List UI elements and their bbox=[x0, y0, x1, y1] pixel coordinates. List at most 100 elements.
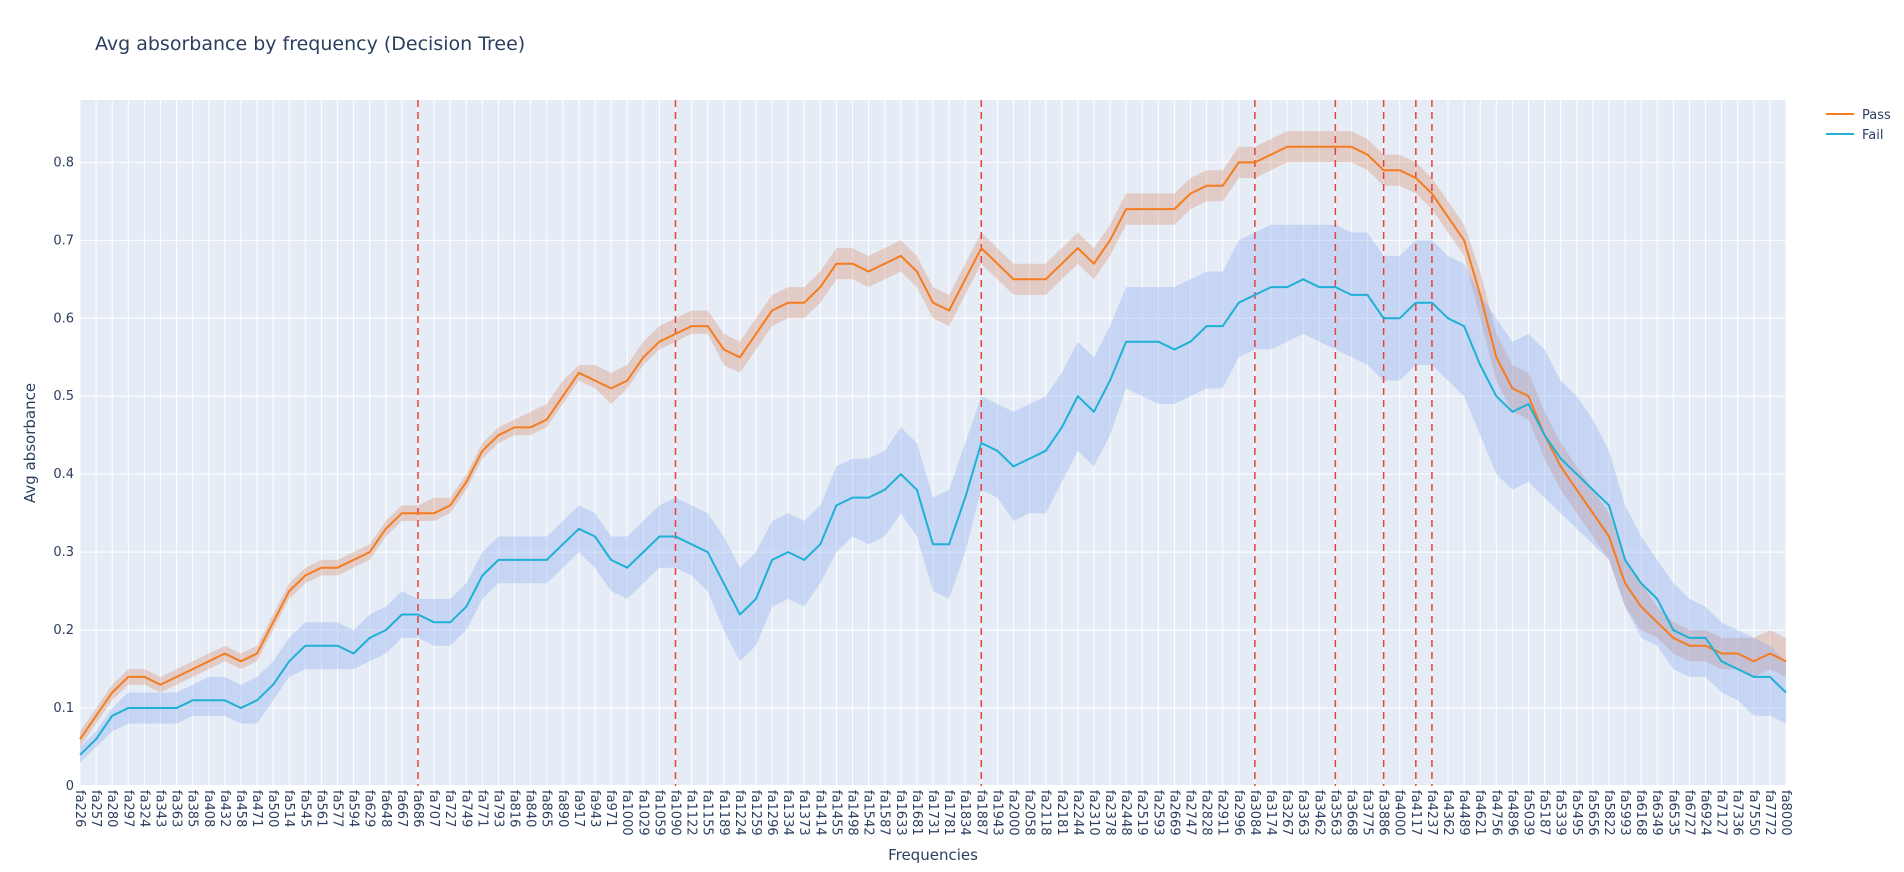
series-line-pass bbox=[79, 145, 1787, 740]
x-tick-label: fa1259 bbox=[748, 790, 763, 836]
series-line-fail bbox=[79, 278, 1787, 756]
legend-label: Fail bbox=[1862, 128, 1883, 143]
x-tick-label: fa3174 bbox=[1263, 790, 1278, 836]
x-tick-label: fa5656 bbox=[1585, 790, 1600, 836]
x-tick-label: fa2669 bbox=[1166, 790, 1181, 836]
x-tick-label: fa545 bbox=[297, 790, 312, 827]
legend-item-fail[interactable]: Fail bbox=[1826, 128, 1883, 143]
x-tick-label: fa2911 bbox=[1215, 790, 1230, 836]
x-tick-label: fa2244 bbox=[1070, 790, 1085, 836]
x-tick-label: fa793 bbox=[490, 790, 505, 827]
x-tick-label: fa7550 bbox=[1746, 790, 1761, 836]
x-tick-label: fa4896 bbox=[1504, 790, 1519, 836]
x-tick-label: fa1224 bbox=[732, 790, 747, 836]
x-tick-label: fa1731 bbox=[925, 790, 940, 836]
x-tick-label: fa2310 bbox=[1086, 790, 1101, 836]
x-tick-label: fa1414 bbox=[812, 790, 827, 836]
x-tick-label: fa4000 bbox=[1392, 790, 1407, 836]
x-axis-ticks: fa226 fa257 fa280 fa297 fa324 fa343 fa363 fa385… bbox=[72, 790, 1793, 836]
x-tick-label: fa4117 bbox=[1408, 790, 1423, 836]
x-tick-label: fa686 bbox=[410, 790, 425, 827]
x-tick-label: fa890 bbox=[555, 790, 570, 827]
x-tick-label: fa385 bbox=[185, 790, 200, 827]
x-tick-label: fa771 bbox=[474, 790, 489, 827]
legend-item-pass[interactable]: Pass bbox=[1826, 108, 1891, 123]
x-tick-label: fa3363 bbox=[1295, 790, 1310, 836]
x-tick-label: fa324 bbox=[136, 790, 151, 827]
y-tick-label: 0.2 bbox=[53, 623, 74, 638]
x-tick-label: fa2058 bbox=[1022, 790, 1037, 836]
x-tick-label: fa1155 bbox=[700, 790, 715, 836]
x-tick-label: fa6924 bbox=[1698, 790, 1713, 836]
y-tick-label: 0.5 bbox=[53, 389, 74, 404]
x-tick-label: fa4362 bbox=[1440, 790, 1455, 836]
x-tick-label: fa8000 bbox=[1778, 790, 1793, 836]
x-tick-label: fa5822 bbox=[1601, 790, 1616, 836]
x-tick-label: fa1029 bbox=[635, 790, 650, 836]
x-tick-label: fa6535 bbox=[1665, 790, 1680, 836]
x-tick-label: fa917 bbox=[571, 790, 586, 827]
x-tick-label: fa5039 bbox=[1520, 790, 1535, 836]
x-tick-label: fa226 bbox=[72, 790, 87, 827]
x-tick-label: fa1059 bbox=[651, 790, 666, 836]
x-tick-label: fa971 bbox=[603, 790, 618, 827]
x-tick-label: fa297 bbox=[120, 790, 135, 827]
x-tick-label: fa1887 bbox=[973, 790, 988, 836]
x-tick-label: fa458 bbox=[233, 790, 248, 827]
x-tick-label: fa4621 bbox=[1472, 790, 1487, 836]
gridlines bbox=[79, 100, 1787, 787]
y-tick-label: 0.4 bbox=[53, 467, 74, 482]
x-axis-title: Frequencies bbox=[888, 846, 978, 864]
x-tick-label: fa840 bbox=[523, 790, 538, 827]
x-tick-label: fa629 bbox=[362, 790, 377, 827]
x-tick-label: fa2448 bbox=[1118, 790, 1133, 836]
x-tick-label: fa2000 bbox=[1005, 790, 1020, 836]
y-axis-title: Avg absorbance bbox=[21, 383, 39, 503]
legend[interactable]: Pass Fail bbox=[1826, 108, 1891, 143]
x-tick-label: fa667 bbox=[394, 790, 409, 827]
x-tick-label: fa6727 bbox=[1681, 790, 1696, 836]
x-tick-label: fa1296 bbox=[764, 790, 779, 836]
x-tick-label: fa432 bbox=[217, 790, 232, 827]
x-tick-label: fa1498 bbox=[845, 790, 860, 836]
x-tick-label: fa1834 bbox=[957, 790, 972, 836]
x-tick-label: fa7336 bbox=[1730, 790, 1745, 836]
legend-label: Pass bbox=[1862, 108, 1891, 123]
x-tick-label: fa3775 bbox=[1360, 790, 1375, 836]
x-tick-label: fa1943 bbox=[989, 790, 1004, 836]
x-tick-label: fa816 bbox=[507, 790, 522, 827]
x-tick-label: fa727 bbox=[442, 790, 457, 827]
chart-title: Avg absorbance by frequency (Decision Tr… bbox=[95, 33, 525, 55]
x-tick-label: fa865 bbox=[539, 790, 554, 827]
y-tick-label: 0.6 bbox=[53, 311, 74, 326]
x-tick-label: fa1090 bbox=[667, 790, 682, 836]
x-tick-label: fa363 bbox=[169, 790, 184, 827]
x-tick-label: fa514 bbox=[281, 790, 296, 827]
y-tick-label: 0.3 bbox=[53, 545, 74, 560]
x-tick-label: fa1373 bbox=[796, 790, 811, 836]
x-tick-label: fa1681 bbox=[909, 790, 924, 836]
x-tick-label: fa648 bbox=[378, 790, 393, 827]
x-tick-label: fa3886 bbox=[1376, 790, 1391, 836]
confidence-band-fail bbox=[80, 224, 1786, 763]
series-lines bbox=[79, 145, 1787, 756]
x-tick-label: fa257 bbox=[88, 790, 103, 827]
x-tick-label: fa280 bbox=[104, 790, 119, 827]
x-tick-label: fa5339 bbox=[1553, 790, 1568, 836]
x-tick-label: fa2378 bbox=[1102, 790, 1117, 836]
x-tick-label: fa943 bbox=[587, 790, 602, 827]
confidence-bands bbox=[80, 131, 1786, 763]
x-tick-label: fa749 bbox=[458, 790, 473, 827]
x-tick-label: fa408 bbox=[201, 790, 216, 827]
x-tick-label: fa2747 bbox=[1183, 790, 1198, 836]
x-tick-label: fa343 bbox=[152, 790, 167, 827]
x-tick-label: fa4237 bbox=[1424, 790, 1439, 836]
x-tick-label: fa1455 bbox=[828, 790, 843, 836]
x-tick-label: fa2996 bbox=[1231, 790, 1246, 836]
x-tick-label: fa2181 bbox=[1054, 790, 1069, 836]
x-tick-label: fa5993 bbox=[1617, 790, 1632, 836]
x-tick-label: fa3084 bbox=[1247, 790, 1262, 836]
x-tick-label: fa561 bbox=[313, 790, 328, 827]
x-tick-label: fa1122 bbox=[684, 790, 699, 836]
